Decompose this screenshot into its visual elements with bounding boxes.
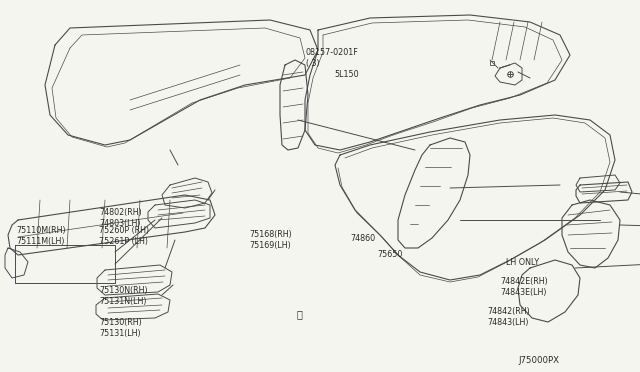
Text: 74842E(RH)
74843E(LH): 74842E(RH) 74843E(LH) [500, 277, 548, 297]
Text: 74860: 74860 [351, 234, 376, 243]
Text: 74842(RH)
74843(LH): 74842(RH) 74843(LH) [488, 307, 531, 327]
Text: 75168(RH)
75169(LH): 75168(RH) 75169(LH) [250, 230, 292, 250]
Text: J75000PX: J75000PX [518, 356, 559, 365]
Text: 75130(RH)
75131(LH): 75130(RH) 75131(LH) [99, 318, 142, 338]
Text: 75110M(RH)
75111M(LH): 75110M(RH) 75111M(LH) [16, 226, 66, 246]
Text: 5L150: 5L150 [335, 70, 359, 79]
Text: ⒱: ⒱ [296, 310, 303, 319]
Text: 75130N(RH)
75131N(LH): 75130N(RH) 75131N(LH) [99, 286, 148, 306]
Text: LH ONLY: LH ONLY [506, 258, 539, 267]
Text: 74802(RH)
74803(LH): 74802(RH) 74803(LH) [99, 208, 142, 228]
Text: 08157-0201F
( 3): 08157-0201F ( 3) [306, 48, 358, 68]
Text: 75650: 75650 [378, 250, 403, 259]
Text: 75260P (RH)
75261P (LH): 75260P (RH) 75261P (LH) [99, 226, 149, 246]
